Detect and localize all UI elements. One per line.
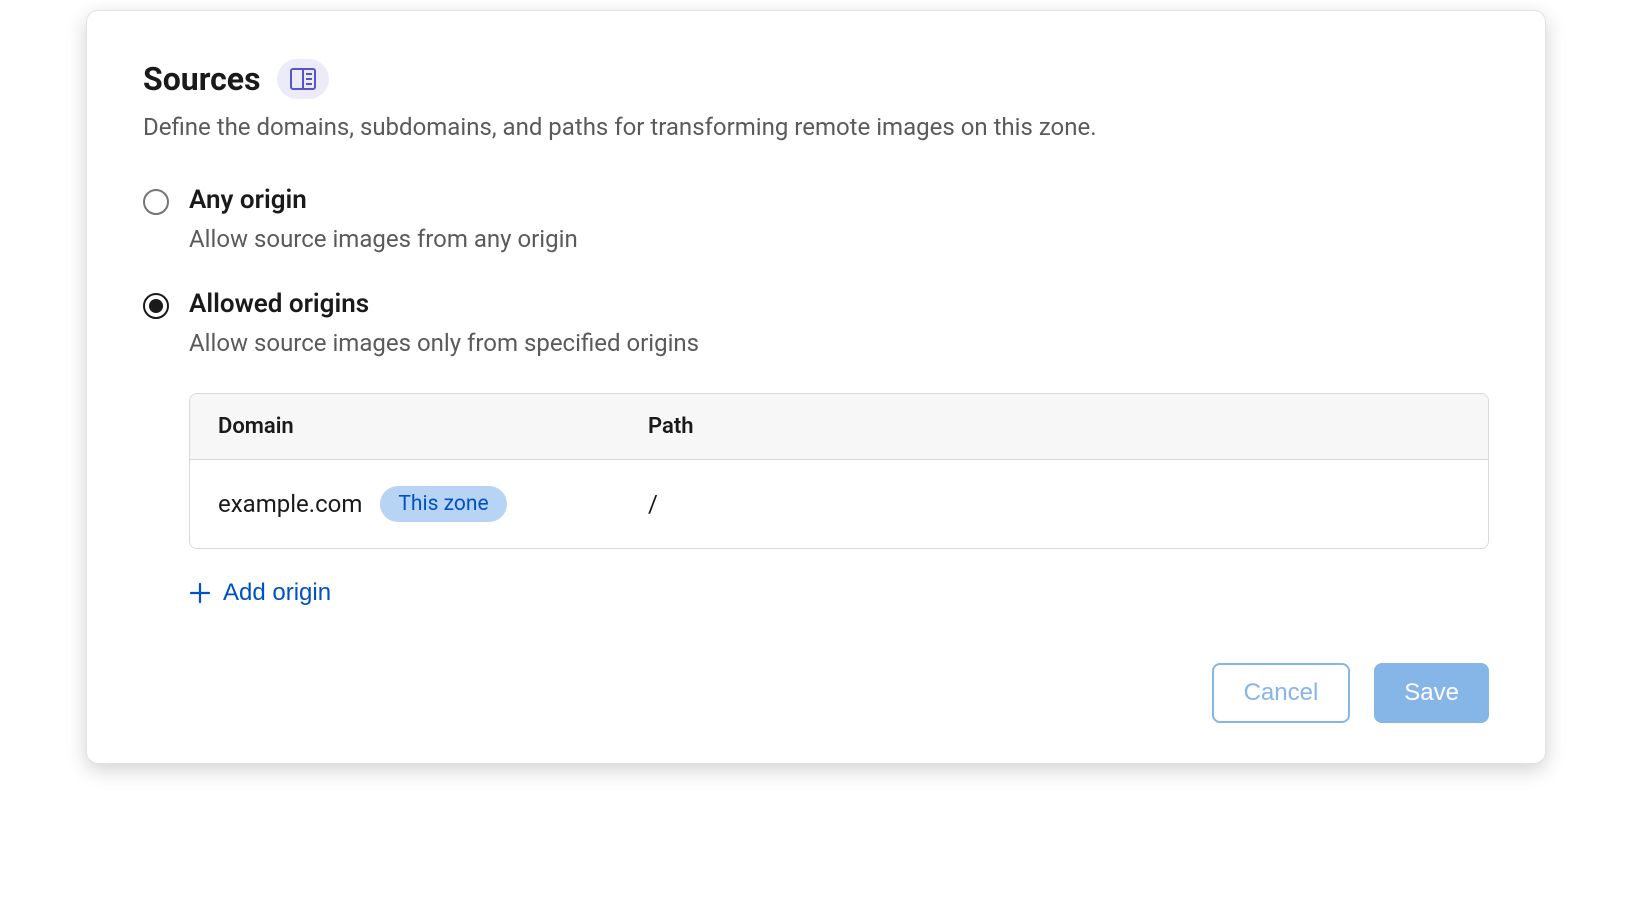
- radio-icon: [143, 293, 169, 319]
- table-header: Domain Path: [190, 394, 1488, 460]
- header-row: Sources: [143, 59, 1489, 99]
- save-button[interactable]: Save: [1374, 663, 1489, 723]
- footer-actions: Cancel Save: [143, 663, 1489, 723]
- origins-table: Domain Path example.com This zone /: [189, 393, 1489, 549]
- td-path: /: [648, 490, 1460, 518]
- allowed-origins-block: Domain Path example.com This zone / Add …: [143, 393, 1489, 611]
- radio-desc-allowed-origins: Allow source images only from specified …: [189, 329, 699, 357]
- td-domain: example.com This zone: [218, 486, 648, 522]
- radio-text: Allowed origins Allow source images only…: [189, 289, 699, 357]
- radio-text: Any origin Allow source images from any …: [189, 185, 578, 253]
- page-title: Sources: [143, 60, 261, 98]
- radio-label-allowed-origins: Allowed origins: [189, 289, 699, 319]
- add-origin-label: Add origin: [223, 579, 331, 607]
- sources-card: Sources Define the domains, subdomains, …: [86, 10, 1546, 764]
- radio-icon: [143, 189, 169, 215]
- radio-desc-any-origin: Allow source images from any origin: [189, 225, 578, 253]
- th-path: Path: [648, 414, 1460, 439]
- radio-option-allowed-origins[interactable]: Allowed origins Allow source images only…: [143, 289, 1489, 357]
- origin-radio-group: Any origin Allow source images from any …: [143, 185, 1489, 611]
- th-domain: Domain: [218, 414, 648, 439]
- documentation-icon[interactable]: [277, 59, 329, 99]
- table-row[interactable]: example.com This zone /: [190, 460, 1488, 548]
- add-origin-button[interactable]: Add origin: [189, 575, 331, 611]
- radio-label-any-origin: Any origin: [189, 185, 578, 215]
- domain-text: example.com: [218, 490, 362, 518]
- page-subtitle: Define the domains, subdomains, and path…: [143, 113, 1489, 141]
- radio-option-any-origin[interactable]: Any origin Allow source images from any …: [143, 185, 1489, 253]
- cancel-button[interactable]: Cancel: [1212, 663, 1351, 723]
- this-zone-badge: This zone: [380, 486, 506, 522]
- plus-icon: [189, 582, 211, 604]
